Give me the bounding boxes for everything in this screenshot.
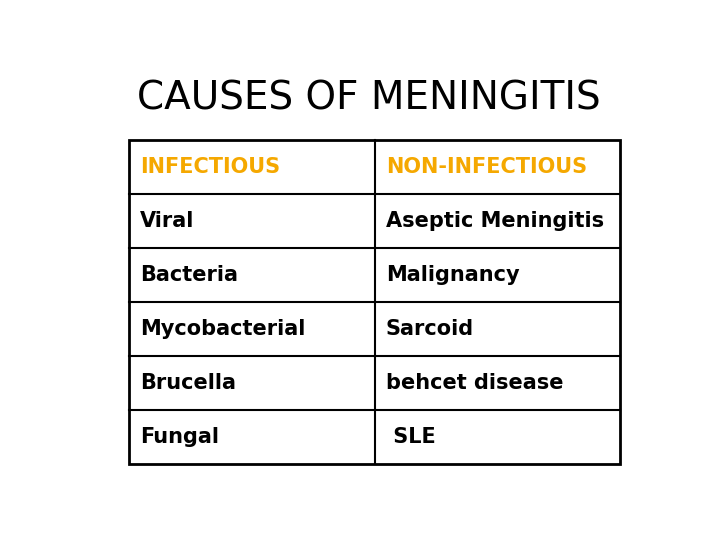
Text: CAUSES OF MENINGITIS: CAUSES OF MENINGITIS [138,79,600,117]
Text: Aseptic Meningitis: Aseptic Meningitis [386,211,604,231]
FancyBboxPatch shape [129,140,620,464]
Text: NON-INFECTIOUS: NON-INFECTIOUS [386,157,587,177]
Text: Malignancy: Malignancy [386,265,519,285]
Text: Brucella: Brucella [140,373,236,393]
Text: Viral: Viral [140,211,194,231]
Text: Mycobacterial: Mycobacterial [140,319,305,339]
Text: Bacteria: Bacteria [140,265,238,285]
Text: SLE: SLE [386,427,436,447]
Text: Fungal: Fungal [140,427,219,447]
Text: Sarcoid: Sarcoid [386,319,474,339]
Text: INFECTIOUS: INFECTIOUS [140,157,280,177]
Text: behcet disease: behcet disease [386,373,563,393]
